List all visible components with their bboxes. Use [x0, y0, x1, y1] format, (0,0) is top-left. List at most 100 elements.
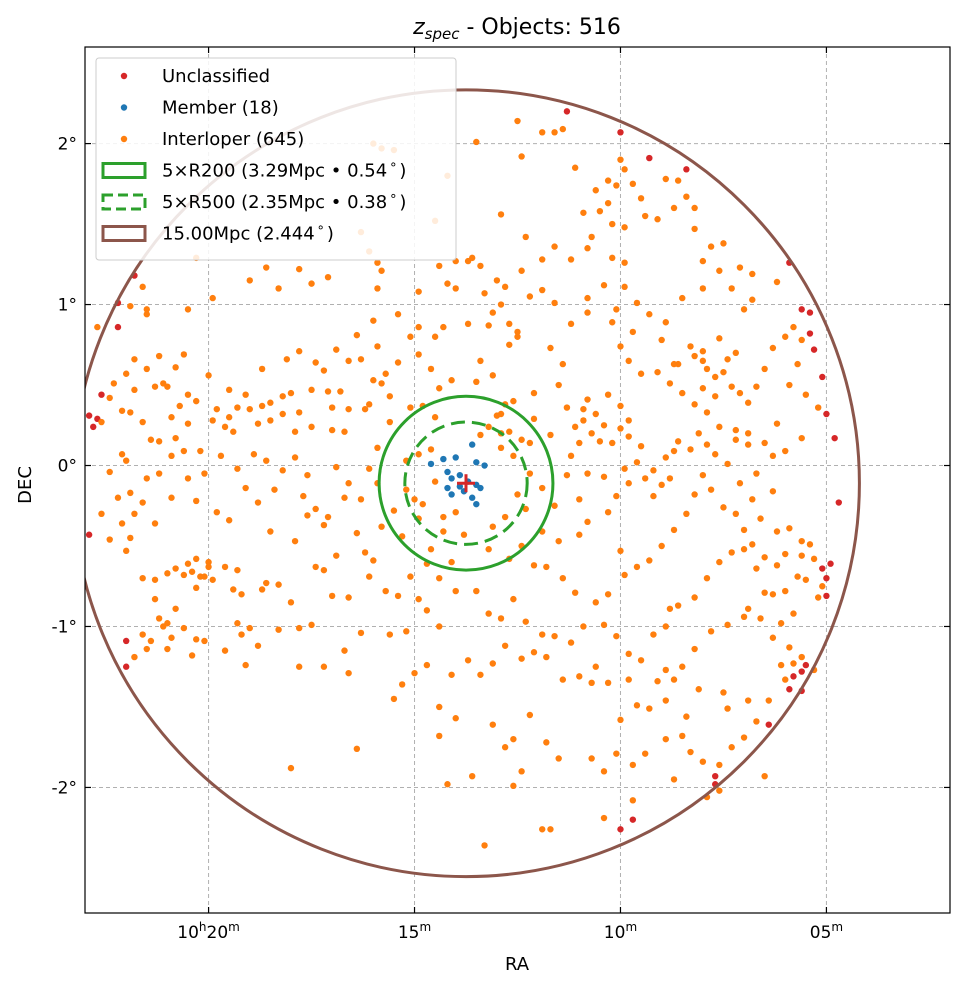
data-point: [629, 180, 637, 188]
data-point: [131, 386, 138, 394]
data-point: [427, 446, 435, 453]
data-point: [790, 610, 797, 617]
data-point: [436, 703, 443, 711]
data-point: [184, 420, 192, 427]
data-point: [720, 504, 727, 511]
data-point: [501, 513, 509, 521]
data-point: [654, 368, 661, 376]
data-point: [699, 385, 707, 392]
data-point: [637, 657, 645, 664]
data-point: [164, 570, 171, 577]
data-point: [345, 480, 352, 487]
data-point: [625, 650, 632, 658]
data-point: [164, 383, 171, 390]
data-point: [518, 655, 525, 662]
data-point: [584, 518, 591, 526]
data-point: [403, 486, 410, 493]
data-point: [539, 256, 546, 263]
data-point: [258, 586, 266, 593]
data-point: [798, 552, 805, 559]
legend-box: [95, 57, 457, 261]
data-point: [662, 175, 669, 183]
data-point: [687, 446, 694, 453]
legend-label: 5×R200 (3.29Mpc • 0.54 ∘): [162, 158, 406, 182]
data-point: [341, 494, 348, 501]
data-point: [374, 444, 381, 452]
data-point: [473, 587, 480, 595]
data-point: [736, 480, 744, 487]
data-point: [382, 370, 389, 377]
data-point: [798, 668, 805, 675]
data-point: [596, 438, 604, 445]
data-point: [345, 357, 352, 365]
data-point: [654, 678, 661, 685]
data-point: [477, 484, 484, 492]
data-point: [151, 576, 159, 583]
data-point: [674, 177, 682, 184]
data-point: [555, 381, 562, 389]
data-point: [609, 439, 616, 447]
data-point: [366, 465, 373, 472]
data-point: [621, 571, 628, 579]
data-point: [320, 566, 328, 574]
data-point: [761, 589, 768, 596]
data-point: [716, 335, 723, 342]
data-point: [641, 212, 649, 220]
data-point: [790, 660, 797, 667]
data-point: [374, 259, 381, 266]
data-point: [328, 404, 336, 411]
data-point: [250, 451, 258, 458]
data-point: [143, 645, 150, 653]
data-point: [637, 442, 645, 450]
data-point: [592, 599, 599, 606]
data-point: [691, 204, 698, 212]
data-point: [530, 389, 538, 397]
data-point: [695, 686, 702, 693]
data-point: [740, 306, 748, 313]
data-point: [456, 483, 464, 490]
data-point: [769, 634, 777, 641]
data-point: [539, 129, 546, 136]
data-point: [506, 320, 513, 328]
data-point: [753, 718, 760, 725]
data-point: [493, 412, 501, 419]
data-point: [444, 484, 451, 492]
data-point: [604, 508, 612, 516]
data-point: [242, 484, 249, 492]
data-point: [617, 547, 624, 555]
data-point: [629, 816, 637, 823]
legend-swatch: [101, 162, 147, 179]
data-point: [650, 492, 657, 500]
data-point: [374, 343, 381, 350]
data-point: [633, 459, 641, 466]
data-point: [506, 341, 513, 348]
data-point: [646, 311, 653, 318]
data-point: [592, 187, 599, 194]
data-point: [744, 399, 752, 406]
data-point: [782, 447, 789, 455]
data-point: [217, 452, 225, 460]
data-point: [703, 409, 711, 416]
data-point: [122, 663, 130, 670]
data-point: [468, 441, 476, 448]
data-point: [753, 565, 760, 572]
data-point: [139, 631, 146, 638]
data-point: [353, 745, 361, 753]
data-point: [588, 679, 595, 687]
data-point: [287, 599, 295, 606]
data-point: [802, 391, 810, 398]
data-point: [501, 744, 509, 751]
radius-circle-1: [377, 394, 555, 572]
data-point: [197, 447, 204, 455]
data-point: [300, 492, 307, 500]
data-point: [518, 768, 525, 775]
data-point: [580, 417, 587, 424]
data-point: [699, 348, 707, 355]
data-point: [374, 285, 381, 292]
data-point: [786, 686, 793, 693]
data-point: [225, 386, 233, 394]
data-point: [786, 644, 793, 651]
data-point: [584, 245, 591, 252]
data-point: [254, 499, 262, 506]
data-point: [506, 428, 513, 435]
